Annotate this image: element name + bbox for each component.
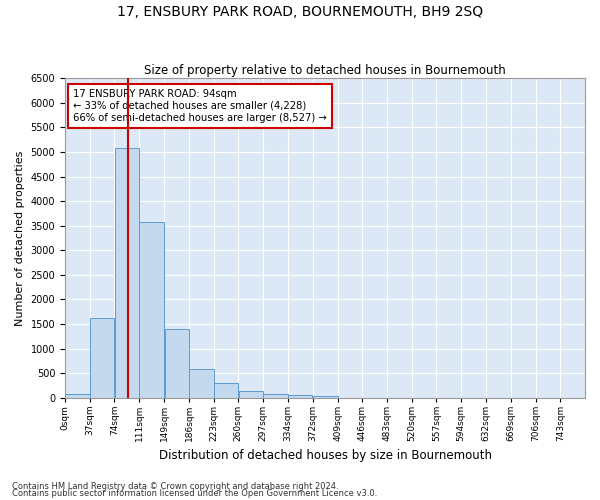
Bar (90, 318, 114, 398)
Bar (65, 394, 89, 398)
Bar (263, 394, 287, 398)
Bar (139, 222, 164, 398)
Bar (313, 396, 338, 398)
Bar (288, 396, 312, 398)
Bar (164, 329, 189, 398)
Title: Size of property relative to detached houses in Bournemouth: Size of property relative to detached ho… (144, 64, 506, 77)
Text: Contains HM Land Registry data © Crown copyright and database right 2024.: Contains HM Land Registry data © Crown c… (12, 482, 338, 491)
Text: 17, ENSBURY PARK ROAD, BOURNEMOUTH, BH9 2SQ: 17, ENSBURY PARK ROAD, BOURNEMOUTH, BH9 … (117, 5, 483, 19)
Bar (115, 148, 139, 398)
Bar (214, 382, 238, 398)
Y-axis label: Number of detached properties: Number of detached properties (15, 150, 25, 326)
Text: Contains public sector information licensed under the Open Government Licence v3: Contains public sector information licen… (12, 489, 377, 498)
Bar (239, 392, 263, 398)
Text: 17 ENSBURY PARK ROAD: 94sqm
← 33% of detached houses are smaller (4,228)
66% of : 17 ENSBURY PARK ROAD: 94sqm ← 33% of det… (73, 90, 326, 122)
X-axis label: Distribution of detached houses by size in Bournemouth: Distribution of detached houses by size … (158, 450, 491, 462)
Bar (189, 369, 214, 398)
